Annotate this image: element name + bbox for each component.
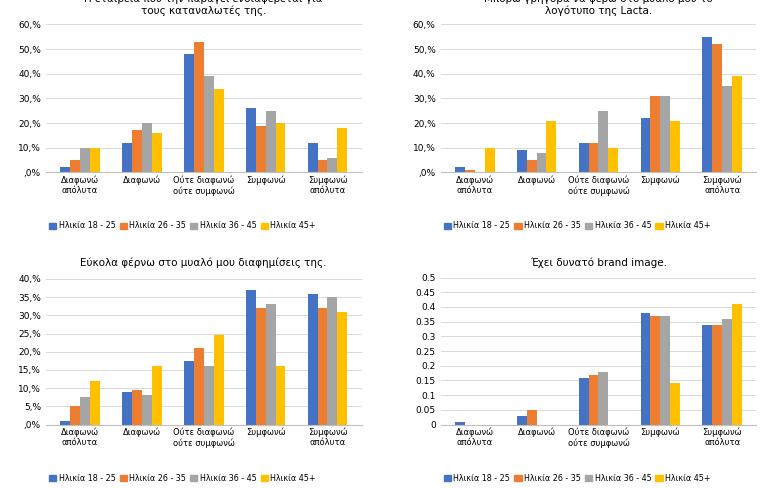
Bar xyxy=(214,88,224,172)
Bar xyxy=(712,44,722,172)
Legend: Ηλικία 18 - 25, Ηλικία 26 - 35, Ηλικία 36 - 45, Ηλικία 45+: Ηλικία 18 - 25, Ηλικία 26 - 35, Ηλικία 3… xyxy=(46,470,319,486)
Bar xyxy=(455,422,465,425)
Bar xyxy=(184,361,194,425)
Bar xyxy=(702,325,712,425)
Bar xyxy=(276,123,286,172)
Bar xyxy=(670,384,680,425)
Bar xyxy=(194,348,204,425)
Bar xyxy=(578,378,588,425)
Bar xyxy=(660,96,670,172)
Bar xyxy=(732,76,742,172)
Bar xyxy=(732,304,742,425)
Bar xyxy=(588,375,598,425)
Bar xyxy=(546,121,556,172)
Bar xyxy=(204,76,214,172)
Bar xyxy=(308,143,318,172)
Bar xyxy=(328,158,338,172)
Bar xyxy=(90,148,100,172)
Bar xyxy=(266,305,276,425)
Bar xyxy=(702,37,712,172)
Bar xyxy=(132,390,142,425)
Bar xyxy=(588,143,598,172)
Bar xyxy=(70,407,80,425)
Bar xyxy=(152,133,162,172)
Bar xyxy=(484,148,494,172)
Bar xyxy=(152,366,162,425)
Bar xyxy=(608,148,618,172)
Bar xyxy=(246,108,256,172)
Bar xyxy=(598,111,608,172)
Bar xyxy=(338,128,348,172)
Title: Η εταιρεία που την παράγει ενδιαφέρεται για
τους καταναλωτές της.: Η εταιρεία που την παράγει ενδιαφέρεται … xyxy=(85,0,323,16)
Bar xyxy=(650,316,660,425)
Bar xyxy=(526,410,536,425)
Legend: Ηλικία 18 - 25, Ηλικία 26 - 35, Ηλικία 36 - 45, Ηλικία 45+: Ηλικία 18 - 25, Ηλικία 26 - 35, Ηλικία 3… xyxy=(441,470,714,486)
Bar xyxy=(578,143,588,172)
Bar xyxy=(256,125,266,172)
Bar xyxy=(516,416,526,425)
Bar xyxy=(536,153,546,172)
Bar xyxy=(184,54,194,172)
Bar xyxy=(246,290,256,425)
Bar xyxy=(132,130,142,172)
Legend: Ηλικία 18 - 25, Ηλικία 26 - 35, Ηλικία 36 - 45, Ηλικία 45+: Ηλικία 18 - 25, Ηλικία 26 - 35, Ηλικία 3… xyxy=(46,218,319,234)
Bar xyxy=(142,395,152,425)
Bar xyxy=(455,167,465,172)
Title: Μπορώ γρήγορα να φέρω στο μυαλό μου το
λογότυπο της Lacta.: Μπορώ γρήγορα να φέρω στο μυαλό μου το λ… xyxy=(484,0,713,16)
Bar xyxy=(90,381,100,425)
Bar xyxy=(266,111,276,172)
Bar xyxy=(318,160,328,172)
Title: Εύκολα φέρνω στο μυαλό μου διαφημίσεις της.: Εύκολα φέρνω στο μυαλό μου διαφημίσεις τ… xyxy=(80,258,327,268)
Bar xyxy=(70,160,80,172)
Bar xyxy=(650,96,660,172)
Bar xyxy=(712,325,722,425)
Bar xyxy=(526,160,536,172)
Bar xyxy=(122,392,132,425)
Bar xyxy=(60,167,70,172)
Bar xyxy=(598,372,608,425)
Bar xyxy=(670,121,680,172)
Bar xyxy=(722,319,732,425)
Bar xyxy=(122,143,132,172)
Bar xyxy=(660,316,670,425)
Bar xyxy=(214,335,224,425)
Bar xyxy=(80,148,90,172)
Bar xyxy=(318,308,328,425)
Legend: Ηλικία 18 - 25, Ηλικία 26 - 35, Ηλικία 36 - 45, Ηλικία 45+: Ηλικία 18 - 25, Ηλικία 26 - 35, Ηλικία 3… xyxy=(441,218,714,234)
Bar xyxy=(516,150,526,172)
Bar xyxy=(308,294,318,425)
Bar xyxy=(640,313,650,425)
Bar xyxy=(194,41,204,172)
Bar xyxy=(338,312,348,425)
Bar xyxy=(60,421,70,425)
Bar xyxy=(328,297,338,425)
Bar xyxy=(640,118,650,172)
Bar xyxy=(276,366,286,425)
Bar xyxy=(256,308,266,425)
Bar xyxy=(142,123,152,172)
Bar xyxy=(80,397,90,425)
Bar xyxy=(204,366,214,425)
Title: Έχει δυνατό brand image.: Έχει δυνατό brand image. xyxy=(530,258,667,268)
Bar xyxy=(722,86,732,172)
Bar xyxy=(465,170,474,172)
